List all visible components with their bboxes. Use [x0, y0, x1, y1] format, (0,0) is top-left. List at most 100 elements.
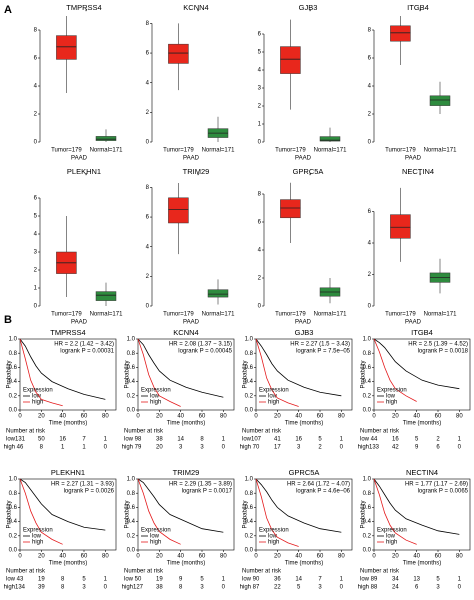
risk-count: 1 [222, 577, 226, 583]
x-tick-label: 40 [413, 554, 420, 560]
y-tick-label: 4 [368, 241, 372, 247]
x-tick-label: 60 [81, 554, 88, 560]
risk-count: 7 [82, 437, 86, 443]
risk-row-label: high [122, 585, 133, 591]
y-tick-label: 0 [34, 304, 38, 310]
chart-title: GPRC5A [293, 167, 324, 176]
x-tick-label: 20 [392, 414, 399, 420]
annotation: logrank P = 0.0017 [182, 489, 233, 495]
risk-count: 89 [371, 577, 378, 583]
x-axis-label: PAAD [183, 156, 200, 162]
chart-title: ITGB4 [407, 3, 429, 12]
y-tick-label: 0.0 [9, 408, 18, 414]
legend-label: low [268, 534, 278, 540]
annotation: HR = 2.29 (1.35 − 3.89) [169, 482, 232, 488]
legend-label: high [268, 400, 279, 406]
risk-count: 79 [135, 445, 142, 451]
x-axis-label: Time (months) [167, 561, 205, 567]
risk-row-label: high [358, 585, 369, 591]
chart-title: NECTIN4 [402, 167, 434, 176]
y-tick-label: 2 [34, 268, 38, 274]
x-axis-label: Time (months) [403, 561, 441, 567]
y-axis-label: Probability [361, 500, 367, 528]
risk-count: 1 [340, 577, 344, 583]
y-tick-label: 0.2 [363, 533, 372, 539]
y-tick-label: 0.0 [127, 408, 136, 414]
risk-count: 131 [15, 437, 26, 443]
risk-count: 19 [38, 577, 45, 583]
x-tick-label: Tumor=179 [163, 148, 194, 154]
risk-count: 6 [436, 445, 440, 451]
risk-count: 9 [415, 445, 419, 451]
annotation: logrank P = 0.0018 [418, 349, 469, 355]
x-axis-label: PAAD [405, 156, 422, 162]
risk-count: 44 [371, 437, 378, 443]
risk-row-label: low [124, 437, 134, 443]
risk-count: 2 [318, 445, 322, 451]
risk-count: 13 [413, 577, 420, 583]
x-tick-label: 60 [317, 414, 324, 420]
significance-star: * [197, 174, 200, 180]
risk-count: 36 [274, 577, 281, 583]
y-tick-label: 4 [146, 80, 150, 86]
survival-curve [137, 478, 224, 533]
risk-count: 16 [59, 437, 66, 443]
risk-count: 98 [135, 437, 142, 443]
x-tick-label: 0 [372, 414, 376, 420]
chart-title: GJB3 [295, 328, 314, 337]
legend-label: high [386, 540, 397, 546]
risk-count: 134 [15, 585, 26, 591]
risk-row-label: high [240, 445, 251, 451]
y-tick-label: 0.4 [245, 519, 254, 525]
legend-title: Expression [23, 528, 53, 534]
plot-frame [373, 478, 471, 551]
significance-star: * [419, 10, 422, 16]
box [390, 25, 411, 42]
x-tick-label: Tumor=179 [385, 148, 416, 154]
risk-count: 17 [274, 445, 281, 451]
x-tick-label: 0 [136, 554, 140, 560]
x-tick-label: Normal=171 [90, 312, 124, 318]
x-tick-label: 20 [156, 554, 163, 560]
y-tick-label: 0.8 [127, 351, 136, 357]
survival-curve [19, 338, 63, 407]
y-tick-label: 1 [34, 286, 38, 292]
y-axis-label: Probability [125, 360, 131, 388]
legend-title: Expression [259, 528, 289, 534]
survival-curve [19, 478, 63, 545]
risk-count: 14 [177, 437, 184, 443]
risk-row-label: low [242, 437, 252, 443]
x-axis-label: Time (months) [49, 561, 87, 567]
y-tick-label: 0.4 [127, 519, 136, 525]
survival-curve [19, 338, 106, 400]
y-tick-label: 0 [368, 304, 372, 310]
x-tick-label: 20 [274, 554, 281, 560]
x-tick-label: Normal=171 [314, 312, 348, 318]
legend-label: low [32, 394, 42, 400]
significance-star: * [309, 174, 312, 180]
risk-count: 3 [297, 445, 301, 451]
x-tick-label: 40 [413, 414, 420, 420]
y-tick-label: 2 [368, 272, 372, 278]
x-tick-label: 40 [177, 554, 184, 560]
annotation: logrank P = 7.5e−05 [296, 349, 351, 355]
x-axis-label: PAAD [71, 156, 88, 162]
risk-count: 16 [295, 437, 302, 443]
y-tick-label: 0.6 [127, 505, 136, 511]
y-tick-label: 0.0 [363, 548, 372, 554]
risk-count: 3 [179, 445, 183, 451]
annotation: HR = 2.64 (1.72 − 4.07) [287, 482, 350, 488]
x-tick-label: 40 [177, 414, 184, 420]
y-tick-label: 5 [258, 50, 262, 56]
x-axis-label: PAAD [71, 320, 88, 326]
y-tick-label: 0 [368, 140, 372, 146]
risk-count: 14 [295, 577, 302, 583]
box [280, 46, 301, 74]
legend-label: low [150, 394, 160, 400]
chart-title: ITGB4 [411, 328, 433, 337]
risk-count: 50 [38, 437, 45, 443]
risk-count: 0 [222, 585, 226, 591]
risk-count: 6 [415, 585, 419, 591]
box [280, 199, 301, 219]
box [319, 136, 341, 142]
